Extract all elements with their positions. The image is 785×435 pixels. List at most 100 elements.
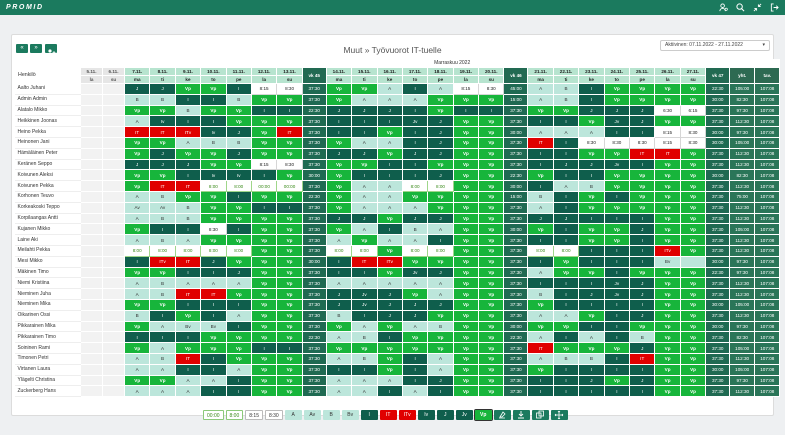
shift-cell[interactable]: IT	[149, 126, 176, 138]
shift-cell[interactable]: Vp	[478, 180, 505, 192]
shift-cell[interactable]: Vp	[200, 104, 227, 117]
shift-cell[interactable]: Vp	[654, 83, 681, 95]
shift-cell[interactable]: Vp	[250, 126, 278, 138]
shift-cell[interactable]: Vp	[452, 255, 480, 268]
shift-cell[interactable]: IT	[174, 288, 202, 300]
shift-cell[interactable]: Vp	[250, 234, 278, 246]
shift-cell[interactable]: I	[552, 147, 580, 160]
shift-cell[interactable]: A	[351, 190, 378, 203]
shift-cell[interactable]: Vp	[679, 374, 707, 387]
shift-cell[interactable]: I	[200, 363, 227, 376]
shift-cell[interactable]: A	[149, 320, 176, 333]
shift-cell[interactable]: I	[603, 126, 631, 138]
shift-cell[interactable]: IT	[654, 147, 681, 160]
shift-cell[interactable]: Vp	[452, 223, 480, 236]
shift-cell[interactable]: A	[376, 277, 403, 290]
shift-cell[interactable]: IT	[351, 255, 378, 268]
shift-cell[interactable]: Vp	[325, 223, 353, 236]
shift-cell[interactable]: ITv	[376, 255, 403, 268]
shift-cell[interactable]: I	[578, 385, 605, 398]
person-name[interactable]: Zuckerberg Hans	[14, 385, 81, 398]
shift-cell[interactable]: Vp	[225, 104, 252, 117]
person-name[interactable]: Soininen Rami	[14, 342, 81, 354]
shift-cell[interactable]: Vp	[452, 331, 480, 344]
shift-cell[interactable]: Vp	[376, 320, 403, 333]
shift-cell[interactable]: I	[351, 169, 378, 182]
shift-cell[interactable]: Jv	[401, 115, 429, 128]
shift-cell[interactable]: Bv	[174, 320, 202, 333]
shift-cell[interactable]: J	[527, 212, 554, 225]
shift-cell[interactable]: Vp	[679, 363, 707, 376]
shift-cell[interactable]: Vp	[478, 169, 505, 182]
shift-cell[interactable]: J	[427, 126, 454, 138]
shift-cell[interactable]: I	[174, 93, 202, 106]
shift-cell[interactable]: Vp	[325, 201, 353, 214]
shift-cell[interactable]: Vp	[351, 83, 378, 95]
shift-cell[interactable]: A	[427, 363, 454, 376]
shift-cell[interactable]: Vp	[174, 147, 202, 160]
search-icon[interactable]	[736, 3, 745, 12]
shift-cell[interactable]: Vp	[654, 352, 681, 365]
shift-cell[interactable]: Vp	[401, 190, 429, 203]
shift-cell[interactable]: I	[376, 385, 403, 398]
shift-cell[interactable]: 8:15	[250, 158, 278, 171]
shift-cell[interactable]: Vp	[200, 234, 227, 246]
shift-cell[interactable]: Vp	[325, 158, 353, 171]
shift-cell[interactable]: Vp	[250, 266, 278, 279]
shift-cell[interactable]: Vp	[225, 234, 252, 246]
shift-cell[interactable]: I	[174, 266, 202, 279]
shift-cell[interactable]: A	[376, 83, 403, 95]
shift-cell[interactable]: Vp	[123, 223, 151, 236]
shift-cell[interactable]: Vp	[452, 277, 480, 290]
shift-cell[interactable]: Vp	[123, 320, 151, 333]
shift-cell[interactable]: J	[351, 212, 378, 225]
shift-cell[interactable]: J	[629, 104, 656, 117]
shift-cell[interactable]: Vp	[452, 126, 480, 138]
shift-cell[interactable]: J	[629, 374, 656, 387]
shift-cell[interactable]: I	[401, 352, 429, 365]
shift-cell[interactable]: A	[376, 190, 403, 203]
shift-cell[interactable]: I	[401, 158, 429, 171]
shift-cell[interactable]: Vp	[452, 93, 480, 106]
shift-cell[interactable]: Vp	[478, 126, 505, 138]
shift-cell[interactable]: Vp	[629, 169, 656, 182]
shift-cell[interactable]: Vp	[401, 288, 429, 300]
shift-cell[interactable]: Vp	[654, 309, 681, 322]
shift-cell[interactable]: Vp	[250, 147, 278, 160]
legend-item-it[interactable]: IT	[379, 410, 397, 420]
shift-cell[interactable]: Vp	[603, 83, 631, 95]
shift-cell[interactable]: J	[401, 212, 429, 225]
legend-item-vp[interactable]: Vp	[473, 409, 493, 421]
shift-cell[interactable]: Vp	[200, 331, 227, 344]
shift-cell[interactable]: Vp	[452, 180, 480, 192]
shift-cell[interactable]: Vp	[276, 331, 303, 344]
shift-cell[interactable]: Vp	[679, 83, 707, 95]
shift-cell[interactable]: I	[552, 363, 580, 376]
shift-cell[interactable]: I	[552, 190, 580, 203]
shift-cell[interactable]: Vp	[478, 93, 505, 106]
shift-cell[interactable]: I	[225, 374, 252, 387]
person-name[interactable]: Pikkarainen Timo	[14, 331, 81, 344]
shift-cell[interactable]: Vp	[376, 126, 403, 138]
shift-cell[interactable]: A	[427, 288, 454, 300]
shift-cell[interactable]: Vp	[276, 234, 303, 246]
shift-cell[interactable]: A	[376, 180, 403, 192]
shift-cell[interactable]: A	[552, 180, 580, 192]
shift-cell[interactable]: Vp	[654, 158, 681, 171]
shift-cell[interactable]: I	[250, 201, 278, 214]
shift-cell[interactable]: A	[376, 234, 403, 246]
shift-cell[interactable]: J	[123, 83, 151, 95]
shift-cell[interactable]: Vp	[427, 190, 454, 203]
shift-cell[interactable]: J	[629, 223, 656, 236]
shift-cell[interactable]: Vp	[452, 352, 480, 365]
shift-cell[interactable]: I	[603, 298, 631, 311]
shift-cell[interactable]: Vp	[276, 374, 303, 387]
shift-cell[interactable]: J	[225, 126, 252, 138]
shift-cell[interactable]: I	[149, 331, 176, 344]
shift-cell[interactable]: I	[629, 234, 656, 246]
shift-cell[interactable]: Vp	[679, 331, 707, 344]
shift-cell[interactable]: Vp	[527, 298, 554, 311]
shift-cell[interactable]: I	[225, 83, 252, 95]
shift-cell[interactable]: I	[552, 298, 580, 311]
shift-cell[interactable]: I	[578, 255, 605, 268]
